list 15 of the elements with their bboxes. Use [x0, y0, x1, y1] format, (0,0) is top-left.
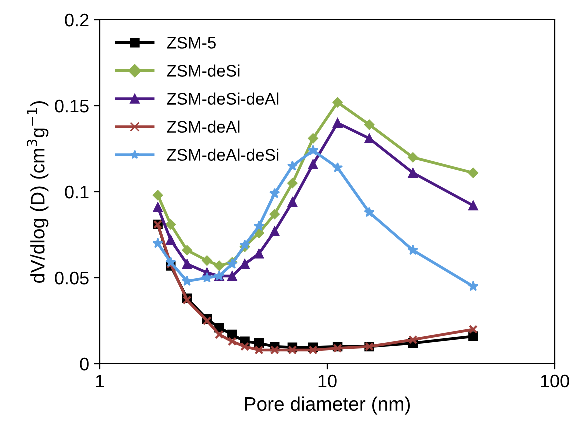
legend-label: ZSM-deAl [167, 120, 240, 134]
legend-label: ZSM-deAl-deSi [167, 148, 279, 162]
y-axis-title: dV/dlog (D) (cm$^{3}$g$^{−1}$) [27, 101, 49, 284]
legend-label: ZSM-deSi-deAl [167, 92, 279, 105]
y-tick-label: 0 [80, 358, 89, 371]
y-tick-label: 0.1 [65, 186, 89, 199]
x-tick-label: 10 [318, 374, 337, 388]
legend-label: ZSM-deSi [167, 64, 240, 77]
y-tick-label: 0.05 [55, 272, 89, 285]
x-tick-label: 1 [96, 375, 104, 388]
y-tick-label: 0.2 [65, 14, 89, 27]
x-tick-label: 100 [541, 374, 570, 388]
legend-label: ZSM-5 [167, 37, 216, 49]
x-axis-title: Pore diameter (nm) [245, 396, 410, 415]
y-tick-label: 0.15 [55, 100, 89, 113]
